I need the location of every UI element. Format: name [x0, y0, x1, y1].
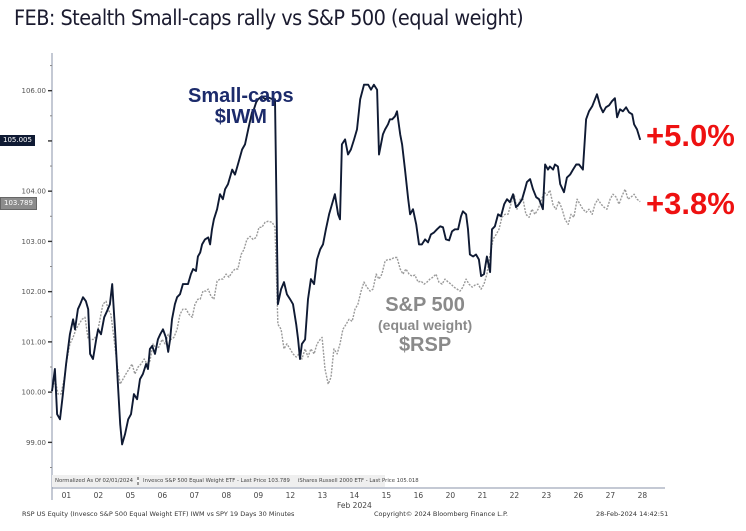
legend-iwm: iShares Russell 2000 ETF - Last Price 10…: [297, 478, 419, 484]
x-tick-label: 22: [510, 491, 520, 500]
axes: 99.00 100.00 101.00 102.00 103.00 104.00 106.0…: [22, 53, 665, 510]
x-tick-label: 26: [574, 491, 584, 500]
y-tick-label: 103.00: [22, 238, 47, 246]
pct-change-iwm: +5.0%: [646, 118, 735, 153]
x-tick-label: 01: [62, 491, 72, 500]
series-rsp: [51, 188, 641, 395]
x-tick-label: 05: [126, 491, 136, 500]
legend-normalized: Normalized As Of 02/01/2024: [55, 478, 134, 484]
chart-title: FEB: Stealth Small-caps rally vs S&P 500…: [14, 6, 524, 30]
annotation-rsp: S&P 500 (equal weight) $RSP: [378, 295, 472, 356]
x-tick-label: 02: [94, 491, 104, 500]
x-tick-label: 23: [542, 491, 552, 500]
x-tick-label: 14: [350, 491, 360, 500]
x-tick-label: 08: [222, 491, 232, 500]
last-price-badge-iwm: 105.005: [0, 135, 35, 146]
pct-change-rsp: +3.8%: [646, 186, 735, 221]
y-tick-label: 101.00: [22, 338, 47, 346]
y-tick-label: 100.00: [22, 389, 47, 397]
x-tick-label: 28: [638, 491, 648, 500]
annotation-rsp-line1: S&P 500: [385, 294, 465, 316]
annotation-rsp-line2: (equal weight): [378, 317, 473, 333]
x-tick-label: 27: [606, 491, 616, 500]
footer-security: RSP US Equity (Invesco S&P 500 Equal Wei…: [22, 510, 295, 518]
last-price-badge-rsp: 103.789: [0, 197, 37, 210]
line-rsp: [51, 188, 641, 395]
series-iwm: [51, 83, 642, 446]
annotation-iwm-line1: Small-caps: [188, 85, 294, 107]
x-month-label: Feb 2024: [337, 501, 372, 510]
annotation-rsp-line3: $RSP: [398, 333, 452, 356]
x-tick-label: 06: [158, 491, 168, 500]
x-tick-label: 07: [190, 491, 200, 500]
x-tick-label: 16: [414, 491, 424, 500]
footer-copyright: Copyright© 2024 Bloomberg Finance L.P.: [374, 510, 508, 518]
footer-timestamp: 28-Feb-2024 14:42:51: [596, 510, 669, 518]
annotation-iwm-line2: $IWM: [214, 106, 267, 128]
x-tick-label: 13: [318, 491, 328, 500]
y-tick-label: 106.00: [22, 87, 47, 95]
legend-swatch-rsp: [137, 477, 140, 485]
line-iwm: [51, 83, 642, 446]
x-tick-label: 21: [478, 491, 488, 500]
x-tick-label: 09: [254, 491, 264, 500]
y-tick-label: 99.00: [26, 439, 46, 447]
y-tick-label: 102.00: [22, 288, 47, 296]
annotation-iwm: Small-caps $IWM: [188, 86, 294, 128]
x-tick-label: 15: [382, 491, 392, 500]
y-tick-label: 104.00: [22, 188, 47, 196]
x-tick-label: 20: [446, 491, 456, 500]
legend-rsp: Invesco S&P 500 Equal Weight ETF - Last …: [143, 478, 290, 484]
x-tick-label: 12: [286, 491, 296, 500]
legend: Normalized As Of 02/01/2024 Invesco S&P …: [52, 475, 419, 487]
